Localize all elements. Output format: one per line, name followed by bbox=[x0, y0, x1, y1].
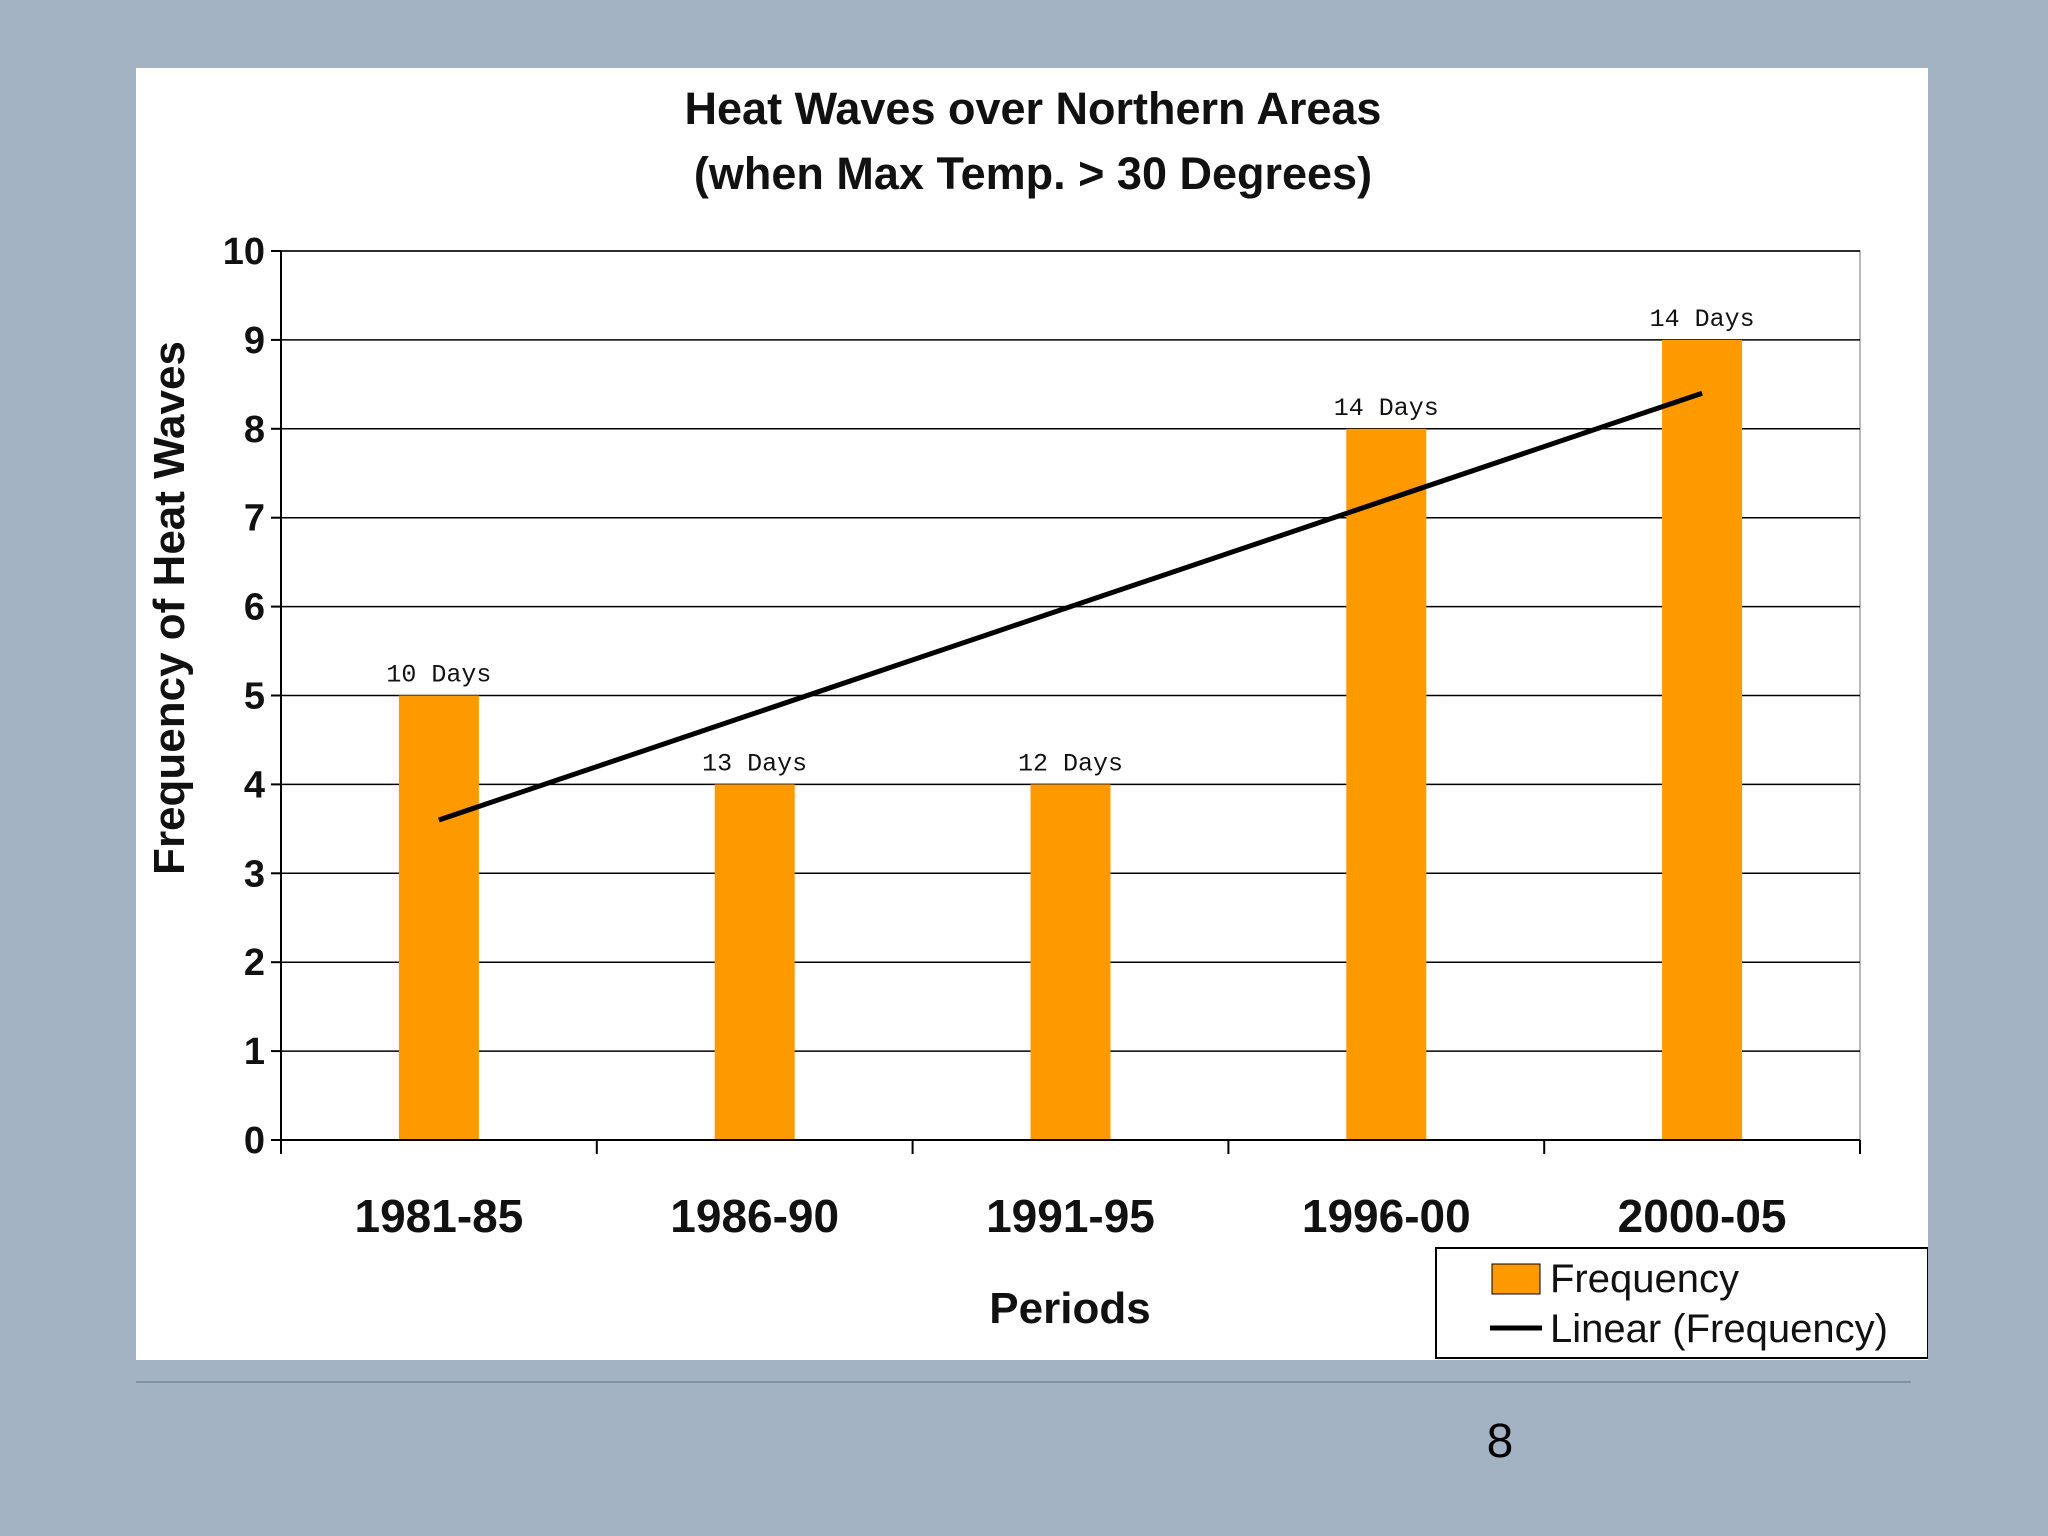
bar-1986-90 bbox=[714, 784, 795, 1140]
y-tick-label-2: 2 bbox=[244, 942, 265, 984]
bar-2000-05 bbox=[1662, 339, 1743, 1140]
chart-title-line-2: (when Max Temp. > 30 Degrees) bbox=[694, 148, 1372, 199]
bar-1991-95 bbox=[1030, 784, 1111, 1140]
data-label-1981-85: 10 Days bbox=[386, 661, 491, 690]
y-tick-label-3: 3 bbox=[244, 853, 265, 895]
slide-divider bbox=[136, 1381, 1911, 1383]
y-tick-label-9: 9 bbox=[244, 320, 265, 362]
y-tick-label-4: 4 bbox=[244, 764, 265, 806]
y-tick-label-7: 7 bbox=[244, 498, 265, 540]
legend-trend-label: Linear (Frequency) bbox=[1550, 1307, 1888, 1351]
chart-panel: Heat Waves over Northern Areas (when Max… bbox=[136, 68, 1928, 1360]
x-axis-label: Periods bbox=[989, 1284, 1150, 1333]
x-tick-label-1986-90: 1986-90 bbox=[670, 1190, 839, 1242]
legend: Frequency Linear (Frequency) bbox=[1435, 1247, 1928, 1359]
y-tick-label-1: 1 bbox=[244, 1031, 265, 1073]
x-tick-label-1996-00: 1996-00 bbox=[1302, 1190, 1471, 1242]
data-label-1996-00: 14 Days bbox=[1334, 394, 1439, 423]
data-label-1986-90: 13 Days bbox=[702, 749, 807, 778]
y-tick-label-0: 0 bbox=[244, 1120, 265, 1162]
x-tick-label-1991-95: 1991-95 bbox=[986, 1190, 1155, 1242]
bar-1996-00 bbox=[1346, 428, 1427, 1140]
x-tick-label-2000-05: 2000-05 bbox=[1618, 1190, 1787, 1242]
y-tick-label-10: 10 bbox=[223, 231, 265, 273]
heat-wave-chart: Heat Waves over Northern Areas (when Max… bbox=[145, 83, 1928, 1359]
y-tick-label-6: 6 bbox=[244, 587, 265, 629]
data-label-2000-05: 14 Days bbox=[1650, 305, 1755, 334]
y-tick-label-8: 8 bbox=[244, 409, 265, 451]
y-tick-label-5: 5 bbox=[244, 676, 265, 718]
chart-title-line-1: Heat Waves over Northern Areas bbox=[685, 83, 1382, 134]
x-tick-label-1981-85: 1981-85 bbox=[354, 1190, 523, 1242]
data-label-1991-95: 12 Days bbox=[1018, 749, 1123, 778]
y-axis-label: Frequency of Heat Waves bbox=[145, 341, 194, 875]
legend-frequency-swatch bbox=[1491, 1263, 1541, 1295]
legend-frequency-label: Frequency bbox=[1550, 1257, 1739, 1301]
bar-1981-85 bbox=[398, 695, 479, 1140]
slide-number: 8 bbox=[1486, 1415, 1514, 1468]
trend-line-linear-frequency bbox=[438, 390, 1703, 823]
